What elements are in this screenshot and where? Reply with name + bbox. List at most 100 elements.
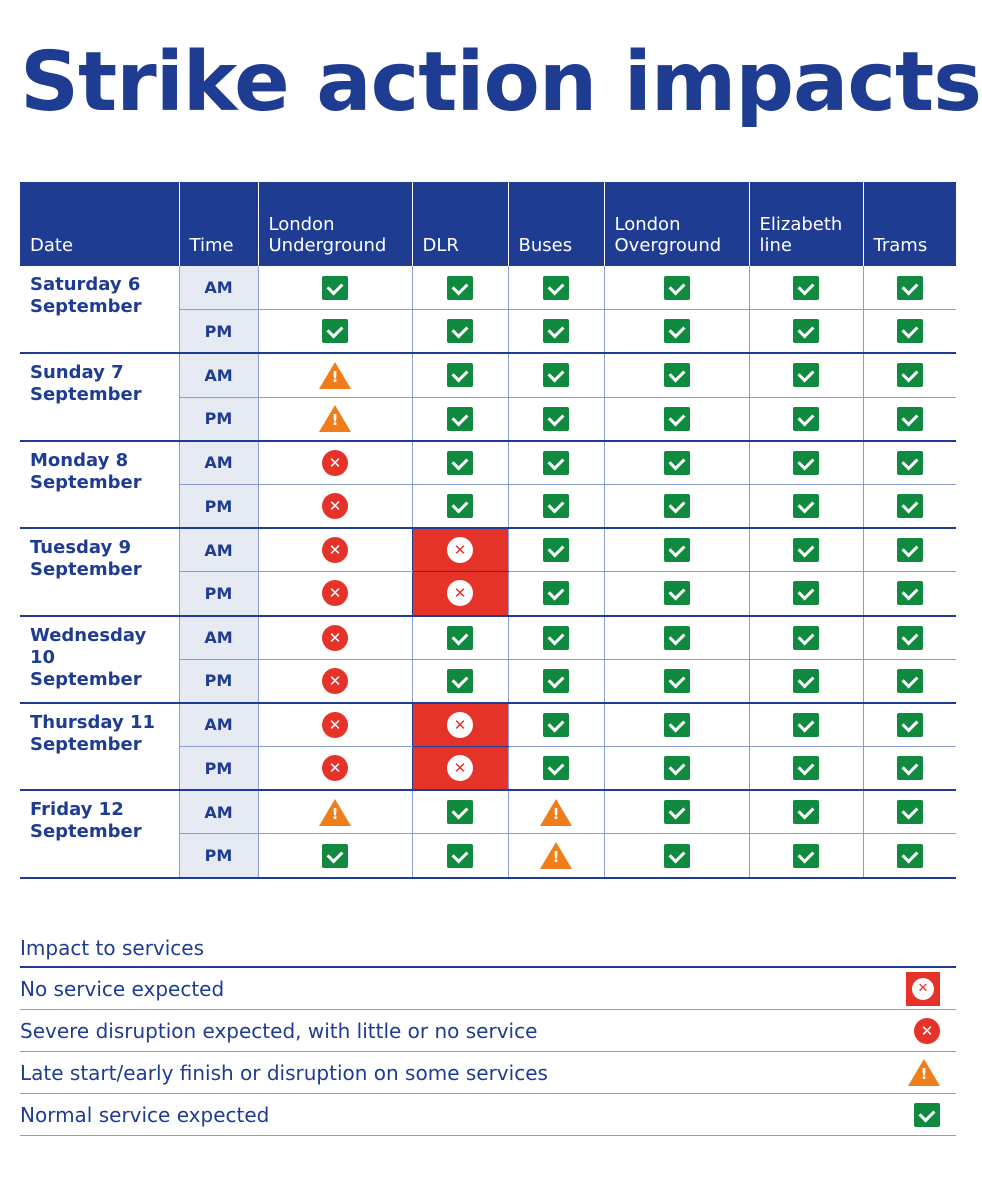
status-cell-buses — [507, 397, 604, 442]
status-cell-trams — [862, 528, 956, 573]
status-cell-london-overground — [603, 790, 749, 835]
status-cell-trams — [862, 833, 956, 879]
status-cell-elizabeth-line — [748, 484, 863, 530]
status-cell-trams — [862, 746, 956, 792]
check-icon — [663, 625, 690, 650]
status-cell-dlr — [411, 833, 508, 879]
status-cell-elizabeth-line — [748, 528, 863, 573]
check-icon — [543, 538, 569, 563]
legend-row: Severe disruption expected, with little … — [20, 1010, 956, 1052]
status-cell-london-underground: ✕ — [257, 659, 412, 704]
check-icon — [914, 1102, 940, 1127]
table-row: Sunday 7 September AM — [20, 353, 956, 442]
check-icon — [896, 712, 923, 737]
check-icon — [896, 843, 923, 868]
check-icon — [896, 363, 923, 388]
check-icon — [447, 319, 473, 344]
check-icon — [663, 494, 690, 519]
cross-circle-icon: ✕ — [322, 493, 348, 520]
header-dlr: DLR — [411, 182, 508, 266]
time-cell: AM — [178, 528, 258, 573]
check-icon — [543, 668, 569, 693]
table-row: Saturday 6 September AM — [20, 266, 956, 355]
status-cell-buses — [507, 440, 604, 485]
status-cell-trams — [862, 659, 956, 704]
status-cell-dlr: ✕ — [411, 702, 508, 748]
table-row: Thursday 11 September AM ✕ ✕ — [20, 702, 956, 792]
check-icon — [896, 668, 923, 693]
status-cell-london-overground — [603, 353, 749, 398]
status-cell-london-underground: ✕ — [257, 615, 412, 660]
cross-circle-icon: ✕ — [322, 580, 348, 607]
check-icon — [793, 538, 819, 563]
status-cell-london-underground — [257, 309, 412, 355]
impact-legend: Impact to services No service expected ✕ S… — [20, 928, 956, 1136]
status-cell-london-overground — [603, 833, 749, 879]
check-icon — [447, 800, 473, 825]
check-icon — [447, 625, 473, 650]
cross-circle-icon: ✕ — [447, 755, 473, 782]
status-cell-london-underground — [257, 790, 412, 835]
status-cell-london-overground — [603, 397, 749, 442]
check-icon — [793, 668, 819, 693]
status-cell-london-underground — [257, 397, 412, 442]
status-cell-elizabeth-line — [748, 702, 863, 748]
check-icon — [663, 275, 690, 300]
status-cell-buses — [507, 266, 604, 311]
time-cell: PM — [178, 659, 258, 704]
warning-icon — [908, 1059, 940, 1086]
check-icon — [793, 319, 819, 344]
cross-circle-icon: ✕ — [322, 624, 348, 651]
status-cell-trams — [862, 615, 956, 660]
check-icon — [447, 450, 473, 475]
status-cell-london-underground: ✕ — [257, 571, 412, 617]
check-icon — [663, 581, 690, 606]
check-icon — [793, 843, 819, 868]
check-icon — [896, 625, 923, 650]
status-cell-london-underground: ✕ — [257, 440, 412, 485]
header-date: Date — [20, 182, 179, 266]
time-cell: AM — [178, 440, 258, 485]
status-cell-dlr — [411, 440, 508, 485]
check-icon — [896, 450, 923, 475]
status-cell-london-underground — [257, 266, 412, 311]
status-cell-london-overground — [603, 571, 749, 617]
table-row: PM ✕ — [20, 659, 956, 704]
status-cell-trams — [862, 571, 956, 617]
cross-circle-icon: ✕ — [322, 537, 348, 564]
check-icon — [896, 494, 923, 519]
legend-title: Impact to services — [20, 928, 956, 968]
legend-row: No service expected ✕ — [20, 968, 956, 1010]
legend-row: Normal service expected — [20, 1094, 956, 1136]
status-cell-dlr — [411, 309, 508, 355]
check-icon — [543, 756, 569, 781]
time-cell: PM — [178, 397, 258, 442]
status-cell-trams — [862, 484, 956, 530]
table-row: Friday 12 September AM — [20, 790, 956, 879]
check-icon — [663, 363, 690, 388]
status-cell-elizabeth-line — [748, 833, 863, 879]
status-cell-london-overground — [603, 309, 749, 355]
status-cell-london-overground — [603, 484, 749, 530]
table-row: Tuesday 9 September AM ✕ ✕ — [20, 528, 956, 617]
time-cell: PM — [178, 484, 258, 530]
strike-impact-table: Date Time London Underground DLR Buses L… — [20, 182, 956, 879]
date-cell: Thursday 11 September — [20, 702, 179, 792]
time-cell: AM — [178, 790, 258, 835]
status-cell-dlr — [411, 397, 508, 442]
warning-icon — [319, 798, 351, 826]
status-cell-buses — [507, 833, 604, 879]
table-row: Wednesday 10 September AM ✕ — [20, 615, 956, 704]
check-icon — [447, 843, 473, 868]
check-icon — [663, 800, 690, 825]
status-cell-elizabeth-line — [748, 309, 863, 355]
status-cell-buses — [507, 659, 604, 704]
status-cell-dlr — [411, 615, 508, 660]
check-icon — [322, 319, 348, 344]
page-title: Strike action impacts — [20, 35, 982, 130]
check-icon — [663, 319, 690, 344]
check-icon — [793, 406, 819, 431]
check-icon — [663, 712, 690, 737]
status-cell-london-underground: ✕ — [257, 484, 412, 530]
check-icon — [896, 538, 923, 563]
